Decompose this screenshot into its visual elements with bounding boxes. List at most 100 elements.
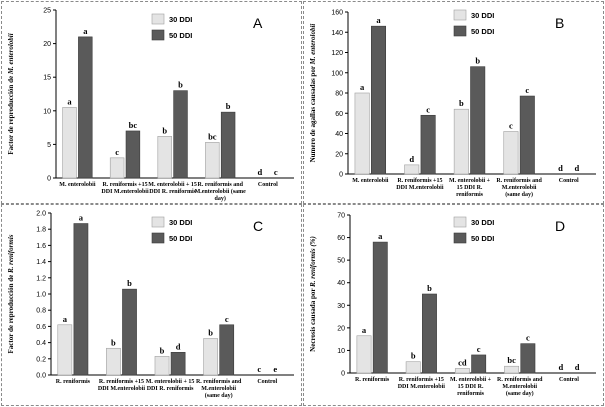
significance-letter: b (427, 283, 432, 293)
bar-30ddi (157, 136, 172, 179)
category-label: R. reniformis +15 DDI M.enterolobii (101, 182, 149, 195)
panel-letter: D (555, 218, 565, 234)
y-tick-label: 1.6 (36, 243, 46, 250)
bar-50ddi (125, 130, 141, 179)
category-label: M. enterolobii +15 DDI R. reniformis (450, 377, 492, 397)
legend-swatch-30ddi (151, 13, 165, 25)
category-label: M. enterolobii + 15 DDI R. reniformis (146, 379, 195, 392)
significance-letter: b (459, 98, 464, 108)
panel-letter: A (253, 15, 263, 31)
significance-letter: b (127, 278, 132, 288)
y-tick-label: 0.8 (36, 308, 46, 315)
significance-letter: a (362, 325, 367, 335)
chart-c: 0.0 0.2 0.4 0.6 0.8 1.0 1.2 1.4 1.6 1.8 2.0 Factor … (7, 211, 294, 399)
y-tick-label: 0 (47, 176, 51, 183)
bar-30ddi (454, 368, 470, 374)
legend-label: 50 DDI (169, 234, 192, 243)
legend-swatch-50ddi (151, 29, 165, 41)
y-tick-label: 2.0 (36, 211, 46, 218)
y-tick-label: 1.8 (36, 227, 46, 234)
significance-letter: c (525, 85, 529, 95)
significance-letter: d (558, 362, 563, 372)
bar-30ddi (109, 157, 125, 179)
significance-letter: bc (208, 131, 217, 141)
y-tick-label: 60 (337, 235, 345, 242)
category-label: R. reniformis and M.enterolobii (same day) (195, 182, 247, 202)
legend-label: 50 DDI (169, 31, 192, 40)
y-axis-label: Factor de reproducción de M. enterolobii (7, 33, 15, 154)
y-tick-label: 0.6 (36, 324, 46, 331)
legend-swatch-50ddi (453, 25, 467, 37)
bar-50ddi (170, 352, 186, 376)
bar-30ddi (203, 338, 218, 376)
y-tick-label: 0.0 (36, 373, 46, 380)
bar-30ddi (453, 108, 469, 175)
significance-letter: c (477, 344, 481, 354)
y-tick-label: 1.4 (36, 259, 46, 266)
category-label: R. reniformis and M.enterolobii (same day) (196, 379, 242, 399)
legend-label: 30 DDI (471, 11, 494, 20)
y-tick-label: 0.4 (36, 340, 46, 347)
y-tick-label: 40 (335, 131, 343, 138)
category-label: M. enterolobii (352, 178, 389, 184)
y-axis-label: Numero de agallas causadas por M. entero… (309, 24, 317, 163)
significance-letter: b (160, 345, 165, 355)
significance-letter: d (176, 341, 181, 351)
significance-letter: d (258, 167, 263, 177)
y-tick-label: 40 (337, 280, 345, 287)
significance-letter: a (63, 314, 68, 324)
significance-letter: b (475, 56, 480, 66)
bar-50ddi (519, 95, 535, 175)
legend-label: 30 DDI (169, 218, 192, 227)
y-tick-label: 140 (331, 30, 343, 37)
y-tick-label: 1.0 (36, 292, 46, 299)
chart-a: 0 5 10 15 20 25 Factor de reproducción de M. e… (7, 8, 294, 202)
significance-letter: c (225, 314, 229, 324)
y-tick-label: 80 (335, 91, 343, 98)
significance-letter: b (162, 125, 167, 135)
bar-50ddi (372, 241, 388, 374)
significance-letter: a (360, 82, 365, 92)
y-tick-label: 100 (331, 70, 343, 77)
y-tick-label: 30 (337, 303, 345, 310)
significance-letter: a (67, 96, 72, 106)
y-tick-label: 15 (43, 75, 51, 82)
significance-letter: a (83, 26, 88, 36)
category-label: Control (258, 182, 278, 188)
panel-letter: C (253, 218, 263, 234)
bar-50ddi (173, 90, 188, 179)
y-tick-label: 20 (43, 41, 51, 48)
significance-letter: d (409, 154, 414, 164)
significance-letter: e (273, 364, 277, 374)
y-tick-label: 0 (339, 172, 343, 179)
y-tick-label: 50 (337, 258, 345, 265)
bar-30ddi (504, 365, 520, 374)
significance-letter: a (79, 213, 84, 223)
bar-50ddi (73, 223, 89, 376)
category-label: R. reniformis and M.enterolobii (same day) (497, 377, 543, 397)
legend-label: 30 DDI (169, 15, 192, 24)
panel-a-reproduction-factor-m-enterolobii: 0 5 10 15 20 25 Factor de reproducción de M. e… (1, 1, 302, 204)
category-label: R. reniformis +15 DDI M.enterolobii (98, 379, 146, 392)
significance-letter: c (257, 364, 261, 374)
significance-letter: bc (129, 120, 138, 130)
significance-letter: c (509, 120, 513, 130)
bar-30ddi (106, 347, 121, 376)
bar-50ddi (420, 114, 436, 175)
y-tick-label: 5 (47, 142, 51, 149)
y-tick-label: 0.2 (36, 356, 46, 363)
significance-letter: b (208, 328, 213, 338)
panel-c-reproduction-factor-r-reniformis: 0.0 0.2 0.4 0.6 0.8 1.0 1.2 1.4 1.6 1.8 2.0 Factor … (1, 204, 302, 406)
y-tick-label: 10 (43, 108, 51, 115)
category-label: Control (559, 178, 579, 184)
panel-letter: B (555, 15, 564, 31)
category-label: R. reniformis +15 DDI M.enterolobii (396, 178, 444, 191)
legend-swatch-50ddi (151, 232, 165, 244)
bar-30ddi (356, 335, 372, 374)
y-tick-label: 0 (341, 371, 345, 378)
bar-30ddi (62, 107, 77, 179)
bar-30ddi (354, 92, 370, 175)
significance-letter: a (376, 15, 381, 25)
category-label: R. reniformis (355, 377, 390, 383)
bar-50ddi (371, 25, 387, 175)
